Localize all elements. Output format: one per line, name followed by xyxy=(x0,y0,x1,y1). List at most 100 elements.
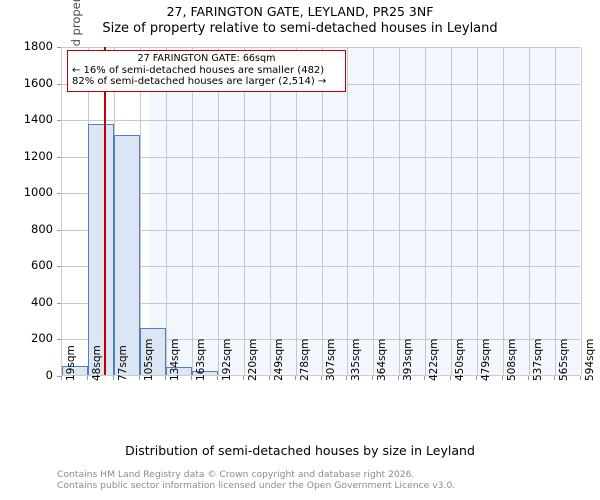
annotation-line-2: ← 16% of semi-detached houses are smalle… xyxy=(72,64,325,76)
gridline-vertical xyxy=(191,47,193,375)
x-axis-tick-mark xyxy=(294,376,296,380)
y-axis-tick-mark xyxy=(57,339,61,341)
histogram-bar xyxy=(191,371,218,375)
x-axis-tick-mark xyxy=(502,376,504,380)
chart-subtitle: Size of property relative to semi-detach… xyxy=(102,21,498,36)
gridline-horizontal xyxy=(62,156,580,158)
annotation-line-3: 82% of semi-detached houses are larger (… xyxy=(72,76,327,87)
x-axis-tick-label: 307sqm xyxy=(324,338,337,381)
gridline-vertical xyxy=(503,47,505,375)
y-axis-tick-mark xyxy=(57,376,61,377)
gridline-horizontal xyxy=(62,120,580,122)
x-axis-tick-mark xyxy=(450,376,452,380)
x-axis-tick-mark xyxy=(61,376,62,380)
x-axis-tick-mark xyxy=(112,376,114,380)
x-axis-tick-mark xyxy=(216,376,218,380)
histogram-bar xyxy=(62,365,88,375)
gridline-horizontal xyxy=(62,302,580,304)
y-axis-tick-label: 1600 xyxy=(23,75,53,90)
gridline-vertical xyxy=(269,47,271,375)
histogram-bar xyxy=(165,366,192,375)
attribution-footer: Contains HM Land Registry data © Crown c… xyxy=(57,469,587,491)
x-axis-tick-mark xyxy=(580,376,581,380)
x-axis-tick-mark xyxy=(554,376,556,380)
gridline-vertical xyxy=(139,47,141,375)
x-axis-tick-label: 278sqm xyxy=(298,338,311,381)
x-axis-tick-label: 479sqm xyxy=(480,338,493,381)
y-axis-tick-mark xyxy=(57,156,61,158)
gridline-vertical xyxy=(451,47,453,375)
gridline-vertical xyxy=(165,47,167,375)
y-axis-tick-mark xyxy=(57,120,61,122)
x-axis-tick-mark xyxy=(424,376,426,380)
y-axis-tick-label: 1400 xyxy=(23,112,53,127)
x-axis-tick-mark xyxy=(138,376,140,380)
gridline-vertical xyxy=(321,47,323,375)
x-axis-tick-mark xyxy=(476,376,478,380)
gridline-vertical xyxy=(217,47,219,375)
property-annotation-box: 27 FARINGTON GATE: 66sqm ← 16% of semi-d… xyxy=(67,50,346,92)
y-axis-tick-mark xyxy=(57,229,61,231)
x-axis-tick-label: 48sqm xyxy=(90,345,103,381)
y-axis-tick-label: 400 xyxy=(31,294,53,309)
x-axis-tick-mark xyxy=(346,376,348,380)
plot-area xyxy=(61,47,582,376)
annotation-line-1: 27 FARINGTON GATE: 66sqm xyxy=(137,53,276,64)
footer-line-1: Contains HM Land Registry data © Crown c… xyxy=(57,469,415,480)
gridline-vertical xyxy=(399,47,401,375)
y-axis-tick-mark xyxy=(57,193,61,195)
y-axis-tick-mark xyxy=(57,83,61,85)
y-axis-tick-label: 0 xyxy=(45,368,53,382)
x-axis-tick-mark xyxy=(86,376,88,380)
x-axis-tick-mark xyxy=(242,376,244,380)
gridline-vertical xyxy=(295,47,297,375)
gridline-vertical xyxy=(529,47,531,375)
y-axis-tick-label: 1000 xyxy=(23,185,53,200)
page-title: 27, FARINGTON GATE, LEYLAND, PR25 3NF xyxy=(166,4,434,19)
x-axis-tick-label: 163sqm xyxy=(194,338,207,381)
x-axis-tick-label: 565sqm xyxy=(558,338,571,381)
x-axis-tick-label: 220sqm xyxy=(246,338,259,381)
x-axis-tick-label: 134sqm xyxy=(168,338,181,381)
x-axis-tick-label: 105sqm xyxy=(142,338,155,381)
property-size-marker-line xyxy=(104,47,107,375)
gridline-horizontal xyxy=(62,266,580,268)
chart-title-block: 27, FARINGTON GATE, LEYLAND, PR25 3NF Si… xyxy=(0,0,600,38)
histogram-bar xyxy=(139,328,166,375)
x-axis-tick-label: 450sqm xyxy=(454,338,467,381)
x-axis-tick-mark xyxy=(528,376,530,380)
gridline-horizontal xyxy=(62,339,580,341)
x-axis-tick-mark xyxy=(268,376,270,380)
x-axis-tick-label: 335sqm xyxy=(350,338,363,381)
x-axis-tick-label: 77sqm xyxy=(116,345,129,381)
y-axis-tick-mark xyxy=(57,266,61,268)
y-axis-tick-label: 600 xyxy=(31,258,53,273)
gridline-vertical xyxy=(373,47,375,375)
x-axis-tick-label: 364sqm xyxy=(376,338,389,381)
x-axis-tick-mark xyxy=(320,376,322,380)
y-axis-tick-mark xyxy=(57,47,61,48)
footer-line-2: Contains public sector information licen… xyxy=(57,480,456,491)
x-axis-tick-mark xyxy=(164,376,166,380)
y-axis-tick-label: 1200 xyxy=(23,148,53,163)
x-axis-tick-label: 393sqm xyxy=(402,338,415,381)
x-axis-tick-label: 422sqm xyxy=(428,338,441,381)
x-axis-tick-mark xyxy=(398,376,400,380)
x-axis-tick-label: 508sqm xyxy=(506,338,519,381)
y-axis-tick-label: 200 xyxy=(31,331,53,346)
gridline-vertical xyxy=(477,47,479,375)
gridline-vertical xyxy=(555,47,557,375)
gridline-vertical xyxy=(425,47,427,375)
x-axis-tick-label: 594sqm xyxy=(584,338,596,381)
histogram-bar xyxy=(113,134,140,375)
histogram-bar xyxy=(87,123,114,375)
x-axis-tick-label: 537sqm xyxy=(532,338,545,381)
plot-background-tint xyxy=(149,47,580,375)
x-axis-tick-label: 249sqm xyxy=(272,338,285,381)
y-axis-tick-mark xyxy=(57,302,61,304)
gridline-vertical xyxy=(243,47,245,375)
gridline-horizontal xyxy=(62,47,580,48)
gridline-vertical xyxy=(347,47,349,375)
